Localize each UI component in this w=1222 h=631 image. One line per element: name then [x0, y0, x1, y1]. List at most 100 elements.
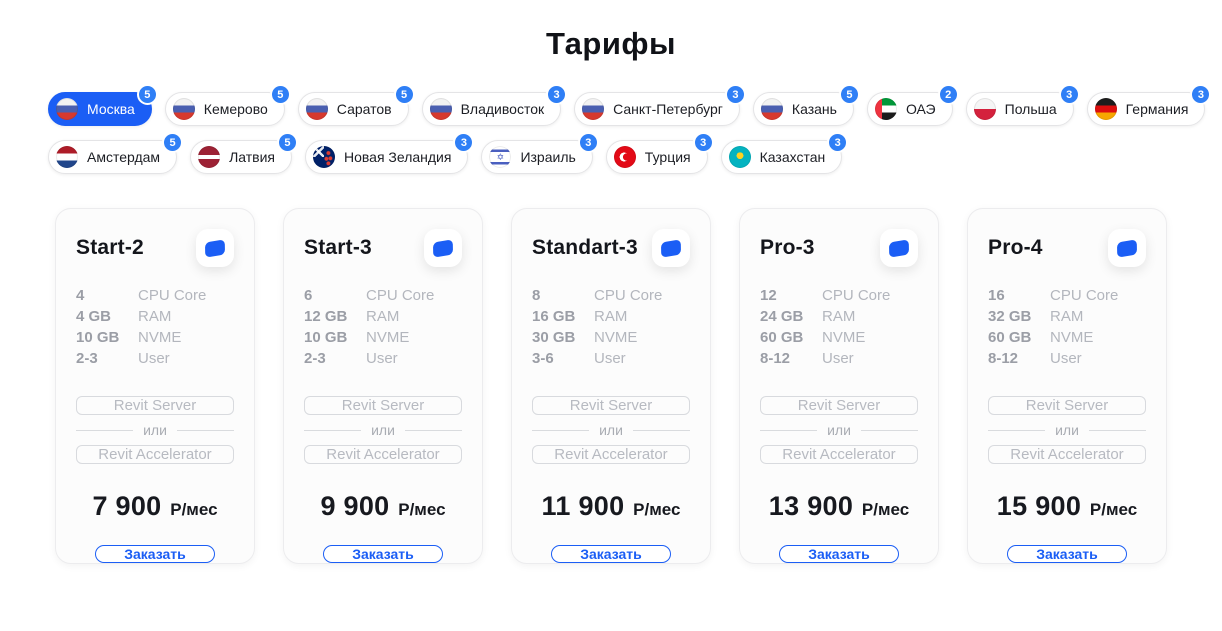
- spec-label: CPU Core: [1050, 287, 1119, 304]
- spec-value: 12: [760, 287, 777, 304]
- revit-accelerator-button[interactable]: Revit Accelerator: [988, 445, 1146, 464]
- spec-label: User: [138, 350, 170, 367]
- spec-row: 4 CPU Core: [76, 285, 234, 306]
- location-chip[interactable]: ОАЭ 2: [866, 84, 959, 126]
- plan-specs: 12 CPU Core 24 GB RAM 60 GB NVME 8-12 User: [760, 285, 918, 369]
- location-chip[interactable]: Казахстан 3: [720, 132, 849, 174]
- location-chip[interactable]: Казань 5: [752, 84, 860, 126]
- location-label: Казань: [791, 101, 837, 117]
- location-chip[interactable]: Израиль 3: [481, 132, 599, 174]
- spec-label: User: [594, 350, 626, 367]
- spec-label: User: [822, 350, 854, 367]
- count-badge: 2: [937, 84, 959, 105]
- revit-accelerator-button[interactable]: Revit Accelerator: [532, 445, 690, 464]
- revit-server-button[interactable]: Revit Server: [76, 396, 234, 415]
- spec-value: 12 GB: [304, 308, 348, 325]
- price-amount: 11 900: [541, 491, 625, 521]
- spec-value: 10 GB: [76, 329, 120, 346]
- location-chip[interactable]: Германия 3: [1086, 84, 1212, 126]
- count-badge: 5: [269, 84, 291, 105]
- flag-nz-icon: [312, 146, 335, 168]
- spec-value: 4 GB: [76, 308, 112, 325]
- order-button[interactable]: Заказать: [1007, 545, 1127, 563]
- spec-label: RAM: [1050, 308, 1084, 325]
- order-button[interactable]: Заказать: [95, 545, 215, 563]
- filters-row: Амстердам 5 Латвия 5 Новая Зеландия 3 Из…: [48, 132, 1174, 174]
- location-chip[interactable]: Польша 3: [965, 84, 1080, 126]
- plan-name: Pro-4: [988, 236, 1043, 259]
- spec-label: CPU Core: [594, 287, 663, 304]
- location-label: Санкт-Петербург: [613, 101, 723, 117]
- spec-row: 2-3 User: [304, 348, 462, 369]
- plan-card: Pro-3 12 CPU Core 24 GB RAM 60 GB NVME 8-12 Use…: [739, 208, 939, 564]
- plan-logo-icon: [652, 229, 690, 267]
- location-label: Германия: [1125, 101, 1189, 117]
- plan-specs: 8 CPU Core 16 GB RAM 30 GB NVME 3-6 User: [532, 285, 690, 369]
- location-chip[interactable]: Новая Зеландия 3: [304, 132, 475, 174]
- order-button[interactable]: Заказать: [551, 545, 671, 563]
- spec-value: 4: [76, 287, 85, 304]
- plan-specs: 4 CPU Core 4 GB RAM 10 GB NVME 2-3 User: [76, 285, 234, 369]
- spec-label: RAM: [822, 308, 856, 325]
- revit-server-button[interactable]: Revit Server: [760, 396, 918, 415]
- spec-row: 60 GB NVME: [988, 327, 1146, 348]
- location-chip[interactable]: Саратов 5: [297, 84, 415, 126]
- flag-ru-icon: [429, 98, 452, 120]
- spec-label: RAM: [594, 308, 628, 325]
- location-label: Владивосток: [460, 101, 545, 117]
- flag-de-icon: [1094, 98, 1117, 120]
- count-badge: 5: [276, 132, 298, 153]
- location-chip[interactable]: Кемерово 5: [164, 84, 291, 126]
- price-amount: 9 900: [320, 491, 390, 521]
- blue-blob-icon: [888, 238, 910, 258]
- plan-price: 13 900 Р/мес: [760, 491, 918, 522]
- location-label: Латвия: [229, 149, 275, 165]
- flag-ru-icon: [172, 98, 195, 120]
- revit-server-button[interactable]: Revit Server: [304, 396, 462, 415]
- flag-pl-icon: [973, 98, 996, 120]
- location-chip[interactable]: Санкт-Петербург 3: [574, 84, 746, 126]
- revit-accelerator-button[interactable]: Revit Accelerator: [760, 445, 918, 464]
- spec-value: 16: [988, 287, 1005, 304]
- flag-ae-icon: [874, 98, 897, 120]
- price-unit: Р/мес: [1085, 500, 1138, 519]
- location-chip[interactable]: Амстердам 5: [48, 132, 184, 174]
- flag-tr-icon: [613, 146, 636, 168]
- revit-server-button[interactable]: Revit Server: [988, 396, 1146, 415]
- location-chip[interactable]: Владивосток 3: [421, 84, 568, 126]
- spec-value: 16 GB: [532, 308, 576, 325]
- plan-name: Start-3: [304, 236, 372, 259]
- spec-value: 10 GB: [304, 329, 348, 346]
- order-button[interactable]: Заказать: [323, 545, 443, 563]
- revit-accelerator-button[interactable]: Revit Accelerator: [304, 445, 462, 464]
- location-chip[interactable]: Турция 3: [605, 132, 714, 174]
- spec-row: 8-12 User: [988, 348, 1146, 369]
- blue-blob-icon: [204, 238, 226, 258]
- spec-row: 8 CPU Core: [532, 285, 690, 306]
- price-unit: Р/мес: [628, 500, 681, 519]
- spec-label: User: [1050, 350, 1082, 367]
- spec-label: CPU Core: [138, 287, 207, 304]
- count-badge: 3: [577, 132, 599, 153]
- spec-label: User: [366, 350, 398, 367]
- location-label: Москва: [87, 101, 135, 117]
- spec-row: 12 GB RAM: [304, 306, 462, 327]
- revit-accelerator-button[interactable]: Revit Accelerator: [76, 445, 234, 464]
- location-chip[interactable]: Москва 5: [48, 84, 158, 126]
- plan-name: Pro-3: [760, 236, 815, 259]
- count-badge: 5: [393, 84, 415, 105]
- location-chip[interactable]: Латвия 5: [190, 132, 298, 174]
- or-divider: или: [76, 422, 234, 438]
- flag-ru-icon: [305, 98, 328, 120]
- count-badge: 5: [162, 132, 184, 153]
- location-label: Казахстан: [759, 149, 826, 165]
- flag-nl-icon: [56, 146, 78, 168]
- revit-server-button[interactable]: Revit Server: [532, 396, 690, 415]
- spec-value: 30 GB: [532, 329, 576, 346]
- spec-value: 60 GB: [760, 329, 804, 346]
- order-button[interactable]: Заказать: [779, 545, 899, 563]
- location-label: Польша: [1004, 101, 1057, 117]
- location-label: Саратов: [336, 101, 392, 117]
- plan-name: Start-2: [76, 236, 144, 259]
- location-label: Новая Зеландия: [343, 149, 452, 165]
